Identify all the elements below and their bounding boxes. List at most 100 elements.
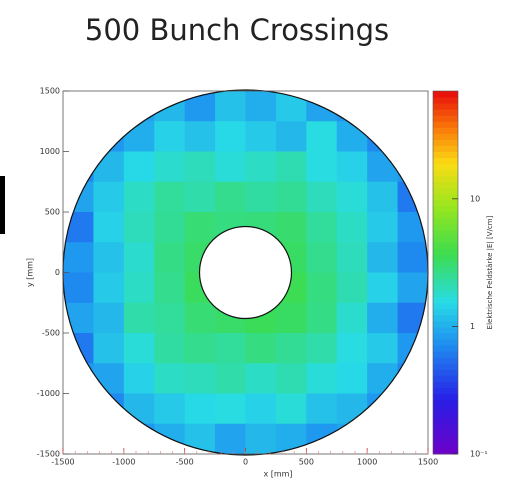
heatmap-cell: [245, 333, 277, 364]
y-tick-label: 1500: [40, 87, 60, 96]
heatmap-cell: [123, 181, 155, 213]
colorbar-band: [433, 193, 458, 201]
x-axis-label: x [mm]: [263, 470, 292, 479]
heatmap-cell: [275, 212, 307, 243]
colorbar-band: [433, 157, 458, 165]
colorbar-band: [433, 375, 458, 382]
heatmap-cell: [154, 363, 186, 394]
colorbar-band: [433, 363, 458, 370]
heatmap-cell: [275, 121, 307, 152]
heatmap-cell: [63, 333, 94, 364]
heatmap-cell: [154, 151, 186, 183]
heatmap-cell: [215, 363, 246, 394]
heatmap-cell: [336, 363, 368, 394]
heatmap-cell: [123, 333, 155, 364]
heatmap-cell: [63, 302, 94, 334]
colorbar-band: [433, 290, 458, 298]
y-tick-label: -1000: [37, 389, 60, 398]
heatmap-cell: [275, 393, 307, 425]
colorbar-band: [433, 326, 458, 334]
colorbar-band: [433, 381, 458, 388]
colorbar-band: [433, 351, 458, 358]
heatmap-cell: [245, 393, 277, 425]
colorbar-band: [433, 393, 458, 401]
overlay: -1500 -1000 -500 0 500 1000 1500-1500-1000-500…: [26, 87, 495, 479]
colorbar-band: [433, 417, 458, 425]
heatmap-cell: [93, 363, 125, 394]
heatmap-cell: [154, 242, 186, 273]
heatmap-cell: [397, 272, 428, 304]
heatmap-cell: [367, 212, 399, 243]
colorbar-band: [433, 272, 458, 280]
heatmap-cell: [93, 181, 125, 213]
heatmap-cell: [215, 393, 246, 425]
colorbar-tick-label: 10: [470, 194, 480, 203]
heatmap-cell: [184, 363, 216, 394]
colorbar-band: [433, 254, 458, 261]
heatmap-cell: [154, 121, 186, 152]
heatmap-cell: [306, 272, 338, 304]
heatmap-cell: [123, 242, 155, 273]
colorbar-tick-label: 10⁻¹: [470, 450, 488, 459]
heatmap-cell: [93, 333, 125, 364]
heatmap-cell: [306, 242, 338, 273]
heatmap-cell: [336, 302, 368, 334]
heatmap-cell: [184, 181, 216, 213]
heatmap-cell: [336, 151, 368, 183]
heatmap-cell: [154, 302, 186, 334]
heatmap-cell: [275, 151, 307, 183]
heatmap-cell: [215, 151, 246, 183]
colorbar-tick-label: 1: [470, 322, 475, 331]
heatmap-cell: [215, 121, 246, 152]
heatmap-cell: [93, 242, 125, 273]
heatmap-cell: [306, 363, 338, 394]
heatmap-cell: [245, 121, 277, 152]
heatmap-cell: [63, 212, 94, 243]
heatmap-cell: [63, 181, 94, 213]
heatmap-cell: [397, 302, 428, 334]
colorbar-frame: [432, 90, 459, 455]
colorbar-band: [433, 145, 458, 152]
heatmap-cell: [336, 242, 368, 273]
heatmap-cell: [245, 212, 277, 243]
colorbar-band: [433, 278, 458, 286]
colorbar-band: [433, 163, 458, 171]
x-tick-label: 1000: [357, 458, 377, 467]
colorbar-band: [433, 333, 458, 340]
heatmap-cell: [336, 333, 368, 364]
heatmap-cell: [184, 302, 216, 334]
colorbar-band: [433, 133, 458, 140]
heatmap-cell: [123, 151, 155, 183]
colorbar-band: [433, 127, 458, 134]
heatmap-cell: [275, 363, 307, 394]
colorbar-band: [433, 115, 458, 122]
colorbar-band: [433, 314, 458, 322]
colorbar-band: [433, 91, 458, 98]
colorbar-band: [433, 447, 458, 455]
colorbar-band: [433, 399, 458, 407]
x-tick-label: -500: [176, 458, 194, 467]
heatmap-cell: [215, 91, 246, 122]
colorbar-band: [433, 296, 458, 304]
colorbar-band: [433, 411, 458, 419]
colorbar-label: Elektrische Feldstärke |E| [V/cm]: [486, 215, 494, 329]
heatmap-cell: [93, 272, 125, 304]
colorbar-band: [433, 175, 458, 183]
colorbar-band: [433, 169, 458, 177]
colorbar-band: [433, 387, 458, 394]
heatmap-cell: [397, 363, 428, 394]
colorbar-band: [433, 369, 458, 376]
heatmap-cell: [306, 302, 338, 334]
heatmap-cell: [215, 423, 246, 455]
heatmap-cell: [93, 151, 125, 183]
heatmap-cell: [93, 302, 125, 334]
colorbar-band: [433, 308, 458, 316]
heatmap-cell: [306, 393, 338, 425]
colorbar-band: [433, 151, 458, 159]
colorbar-band: [433, 103, 458, 110]
heatmap-cell: [123, 212, 155, 243]
heatmap-cell: [123, 272, 155, 304]
heatmap-cell: [123, 363, 155, 394]
y-tick-label: -1500: [37, 450, 60, 459]
colorbar-band: [433, 302, 458, 310]
